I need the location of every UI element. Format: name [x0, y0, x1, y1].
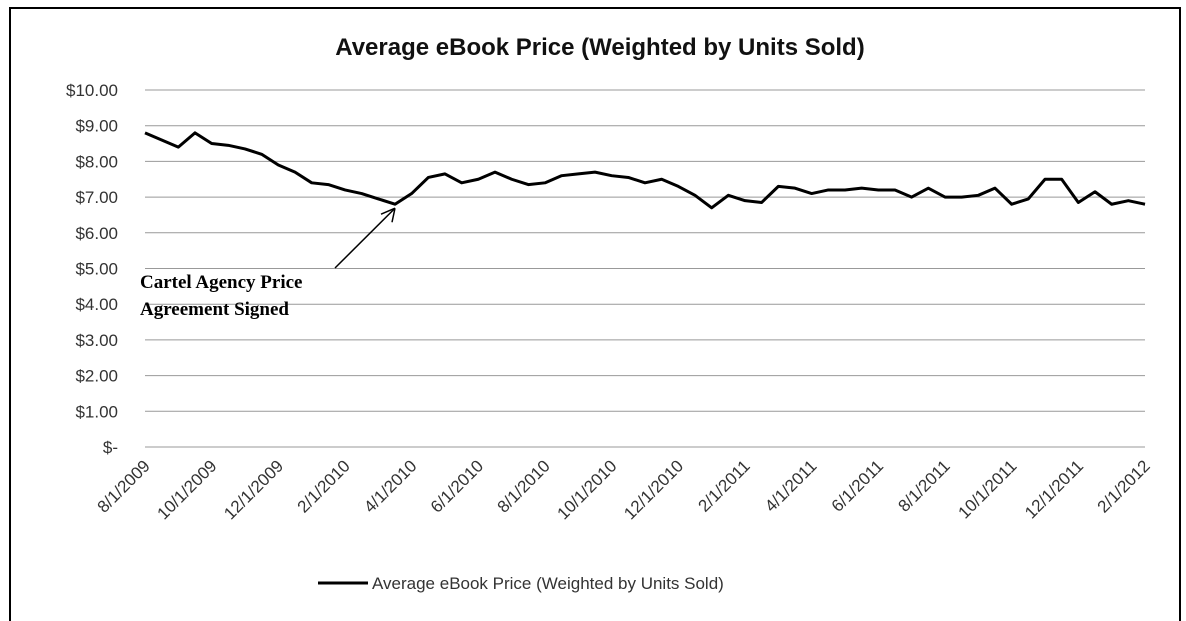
- legend-label: Average eBook Price (Weighted by Units S…: [372, 574, 724, 593]
- y-tick-label: $10.00: [66, 81, 118, 100]
- line-series: [144, 131, 1146, 210]
- y-tick-label: $3.00: [75, 331, 118, 350]
- annotation-arrow: [334, 207, 396, 269]
- y-tick-label: $2.00: [75, 367, 118, 386]
- y-tick-label: $4.00: [75, 295, 118, 314]
- annotation: Cartel Agency Price: [140, 272, 302, 293]
- y-tick-label: $8.00: [75, 152, 118, 171]
- y-tick-label: $1.00: [75, 402, 118, 421]
- y-tick-label: $-: [103, 438, 118, 457]
- y-tick-label: $5.00: [75, 260, 118, 279]
- chart-border: [9, 7, 1181, 621]
- y-tick-label: $7.00: [75, 188, 118, 207]
- annotation: Agreement Signed: [140, 299, 289, 320]
- y-tick-label: $6.00: [75, 224, 118, 243]
- chart-title: Average eBook Price (Weighted by Units S…: [335, 34, 864, 61]
- y-tick-label: $9.00: [75, 117, 118, 136]
- annotation-arrowhead: [380, 207, 396, 223]
